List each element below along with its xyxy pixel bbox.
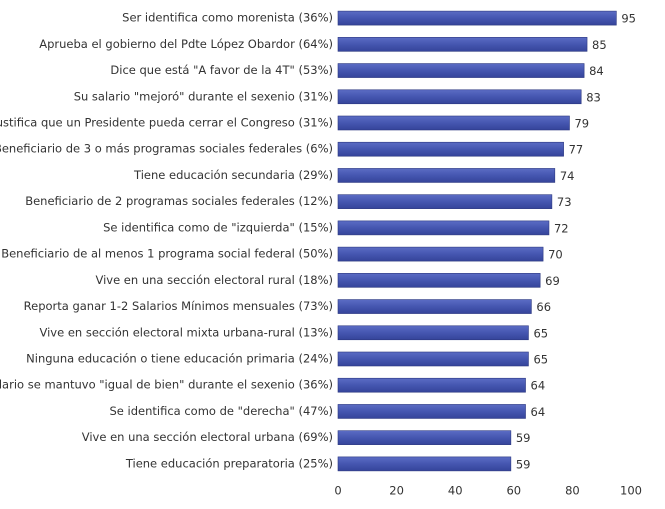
x-tick-label: 60 [506, 484, 521, 498]
y-tick-label: Vive en sección electoral mixta urbana-r… [39, 325, 333, 339]
y-tick-label: Se identifica como de "izquierda" (15%) [103, 220, 333, 234]
y-tick-label: Su salario "mejoró" durante el sexenio (… [74, 89, 333, 103]
bar [337, 141, 564, 157]
x-tick-label: 0 [334, 484, 341, 498]
bar [337, 246, 544, 262]
bar [337, 37, 588, 52]
y-tick-label: Vive en una sección electoral rural (18%… [95, 273, 333, 287]
y-tick-label: Beneficiario de al menos 1 programa soci… [1, 247, 333, 261]
bar [337, 63, 585, 78]
bar [337, 351, 529, 367]
y-tick-label: Justifica que un Presidente pueda cerrar… [0, 116, 333, 130]
value-label: 69 [545, 274, 560, 288]
y-tick-label: Beneficiario de 3 o más programas social… [0, 142, 333, 156]
value-label: 95 [621, 12, 636, 26]
value-label: 59 [516, 457, 531, 471]
x-tick-label: 20 [389, 484, 404, 498]
value-label: 70 [548, 248, 563, 262]
x-tick-label: 40 [448, 484, 463, 498]
x-tick-label: 80 [565, 484, 580, 498]
value-label: 74 [560, 169, 575, 183]
bar [337, 404, 526, 419]
bar [337, 430, 512, 445]
value-label: 72 [554, 221, 569, 235]
bar [337, 10, 617, 26]
value-label: 59 [516, 431, 531, 445]
y-tick-label: Aprueba el gobierno del Pdte López Obard… [39, 37, 333, 51]
y-tick-label: Ninguna educación o tiene educación prim… [26, 352, 333, 366]
bar [337, 89, 582, 105]
value-label: 77 [569, 143, 584, 157]
y-tick-label: Ser identifica como morenista (36%) [122, 11, 333, 25]
y-tick-label: Su salario se mantuvo "igual de bien" du… [0, 378, 333, 392]
value-label: 64 [531, 379, 546, 393]
bar [337, 115, 570, 131]
bar [337, 299, 532, 314]
y-tick-label: Vive en una sección electoral urbana (69… [82, 430, 333, 444]
value-label: 66 [536, 300, 551, 314]
value-label: 85 [592, 38, 607, 52]
value-label: 64 [531, 405, 546, 419]
x-tick-label: 100 [620, 484, 642, 498]
bar [337, 194, 553, 209]
bar [337, 273, 541, 288]
value-label: 65 [533, 353, 548, 367]
value-label: 84 [589, 64, 604, 78]
bar [337, 220, 550, 236]
bar [337, 168, 556, 183]
bar [337, 456, 512, 472]
value-label: 83 [586, 90, 601, 104]
y-tick-label: Se identifica como de "derecha" (47%) [110, 404, 334, 418]
y-tick-label: Beneficiario de 2 programas sociales fed… [25, 194, 333, 208]
bar [337, 377, 526, 393]
bar [337, 325, 529, 341]
y-tick-label: Tiene educación secundaria (29%) [133, 168, 333, 182]
y-tick-label: Reporta ganar 1-2 Salarios Mínimos mensu… [24, 299, 333, 313]
value-label: 65 [533, 326, 548, 340]
value-label: 73 [557, 195, 572, 209]
value-label: 79 [574, 117, 589, 131]
y-tick-label: Tiene educación preparatoria (25%) [125, 456, 333, 470]
y-tick-label: Dice que está "A favor de la 4T" (53%) [110, 63, 333, 77]
